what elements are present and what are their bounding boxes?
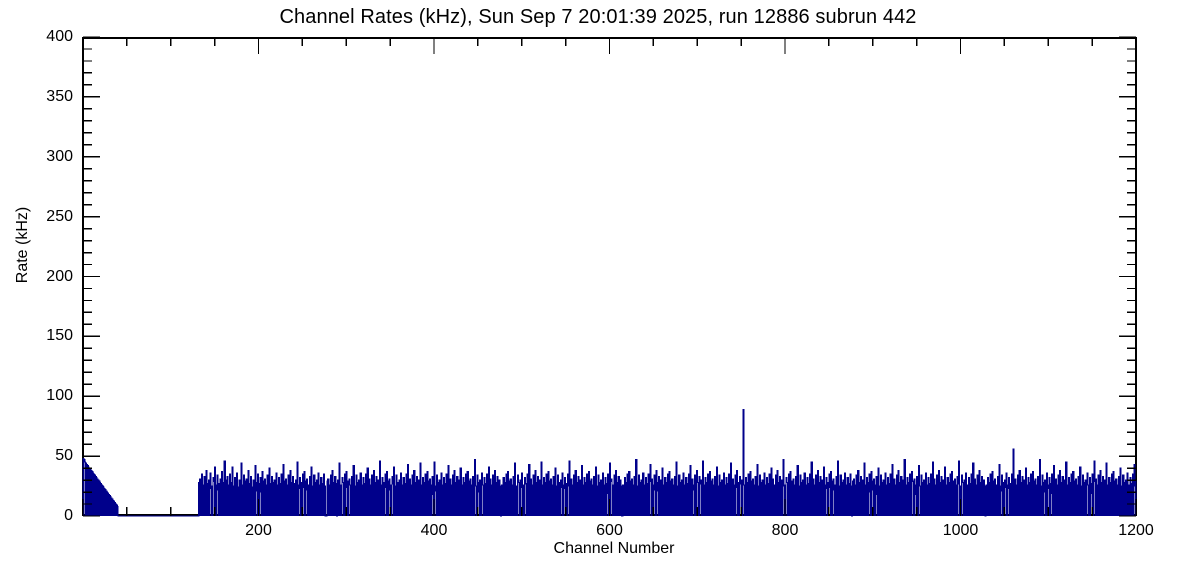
histogram-bars (82, 408, 1137, 517)
y-tick-label: 350 (46, 87, 73, 105)
chart-title: Channel Rates (kHz), Sun Sep 7 20:01:39 … (279, 6, 917, 28)
y-tick-label: 50 (55, 447, 73, 465)
y-tick-label: 100 (46, 387, 73, 405)
x-tick-label: 600 (596, 522, 623, 539)
y-tick-label: 0 (64, 507, 73, 524)
axis-ticks (82, 36, 1137, 517)
y-tick-label: 150 (46, 327, 73, 345)
x-tick-label: 200 (245, 522, 272, 539)
y-tick-label: 250 (46, 207, 73, 225)
x-tick-label: 1200 (1118, 522, 1154, 539)
y-tick-label: 200 (46, 267, 73, 285)
plot-frame (82, 37, 1137, 516)
y-tick-label: 400 (46, 28, 73, 45)
x-axis-label: Channel Number (553, 540, 675, 557)
x-tick-label: 800 (771, 522, 799, 539)
x-tick-label: 400 (420, 522, 448, 539)
x-tick-label: 1000 (942, 522, 979, 539)
y-tick-label: 300 (46, 147, 73, 165)
